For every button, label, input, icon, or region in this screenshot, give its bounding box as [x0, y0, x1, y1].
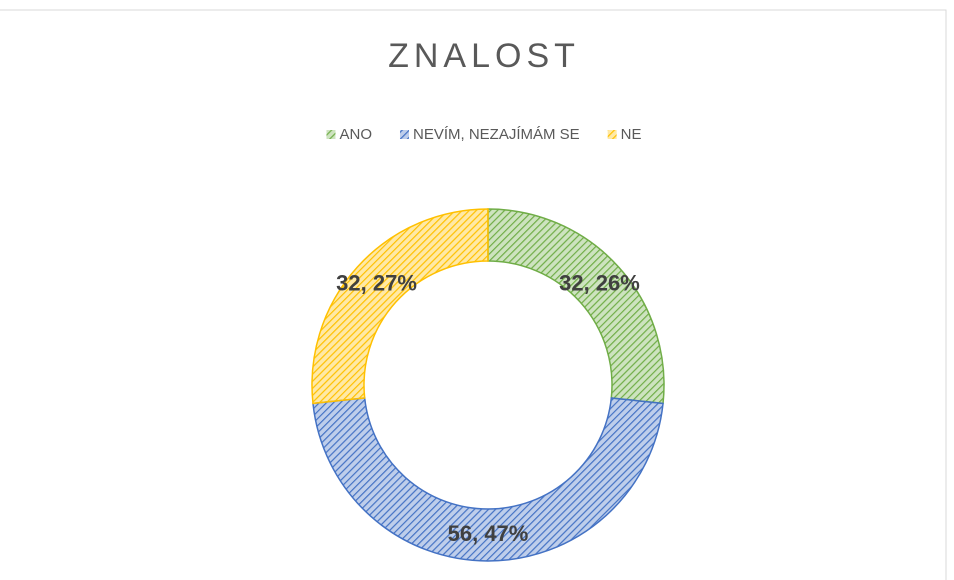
legend-marker — [607, 130, 617, 139]
legend-label: NEVÍM, NEZAJÍMÁM SE — [413, 126, 580, 143]
legend-marker — [399, 130, 409, 139]
chart-border — [0, 9, 947, 580]
donut-segment — [487, 208, 665, 405]
donut-segment — [311, 208, 489, 405]
legend-marker — [326, 130, 336, 139]
legend: ANO NEVÍM, NEZAJÍMÁM SE NE — [326, 126, 642, 143]
donut-segment — [312, 397, 664, 562]
legend-label: NE — [621, 126, 642, 143]
data-label: 32, 27% — [336, 270, 417, 295]
data-label: 32, 26% — [559, 270, 640, 295]
chart-title: ZNALOST — [388, 37, 580, 75]
data-label: 56, 47% — [448, 521, 529, 546]
legend-label: ANO — [339, 126, 372, 143]
